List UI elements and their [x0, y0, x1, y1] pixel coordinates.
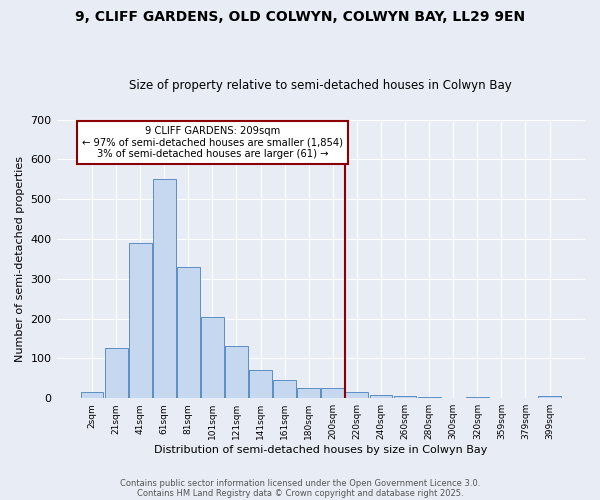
Bar: [346, 392, 368, 398]
Bar: [538, 396, 561, 398]
Bar: [80, 392, 103, 398]
Bar: [104, 348, 128, 398]
Y-axis label: Number of semi-detached properties: Number of semi-detached properties: [15, 156, 25, 362]
Text: Contains HM Land Registry data © Crown copyright and database right 2025.: Contains HM Land Registry data © Crown c…: [137, 488, 463, 498]
Bar: [273, 380, 296, 398]
Bar: [370, 396, 392, 398]
Bar: [394, 396, 416, 398]
Bar: [322, 388, 344, 398]
Bar: [177, 267, 200, 398]
Title: Size of property relative to semi-detached houses in Colwyn Bay: Size of property relative to semi-detach…: [130, 79, 512, 92]
Text: 9, CLIFF GARDENS, OLD COLWYN, COLWYN BAY, LL29 9EN: 9, CLIFF GARDENS, OLD COLWYN, COLWYN BAY…: [75, 10, 525, 24]
Text: 9 CLIFF GARDENS: 209sqm
← 97% of semi-detached houses are smaller (1,854)
3% of : 9 CLIFF GARDENS: 209sqm ← 97% of semi-de…: [82, 126, 343, 158]
X-axis label: Distribution of semi-detached houses by size in Colwyn Bay: Distribution of semi-detached houses by …: [154, 445, 487, 455]
Bar: [153, 180, 176, 398]
Bar: [201, 316, 224, 398]
Bar: [297, 388, 320, 398]
Text: Contains public sector information licensed under the Open Government Licence 3.: Contains public sector information licen…: [120, 478, 480, 488]
Bar: [129, 243, 152, 398]
Bar: [249, 370, 272, 398]
Bar: [225, 346, 248, 398]
Bar: [466, 396, 489, 398]
